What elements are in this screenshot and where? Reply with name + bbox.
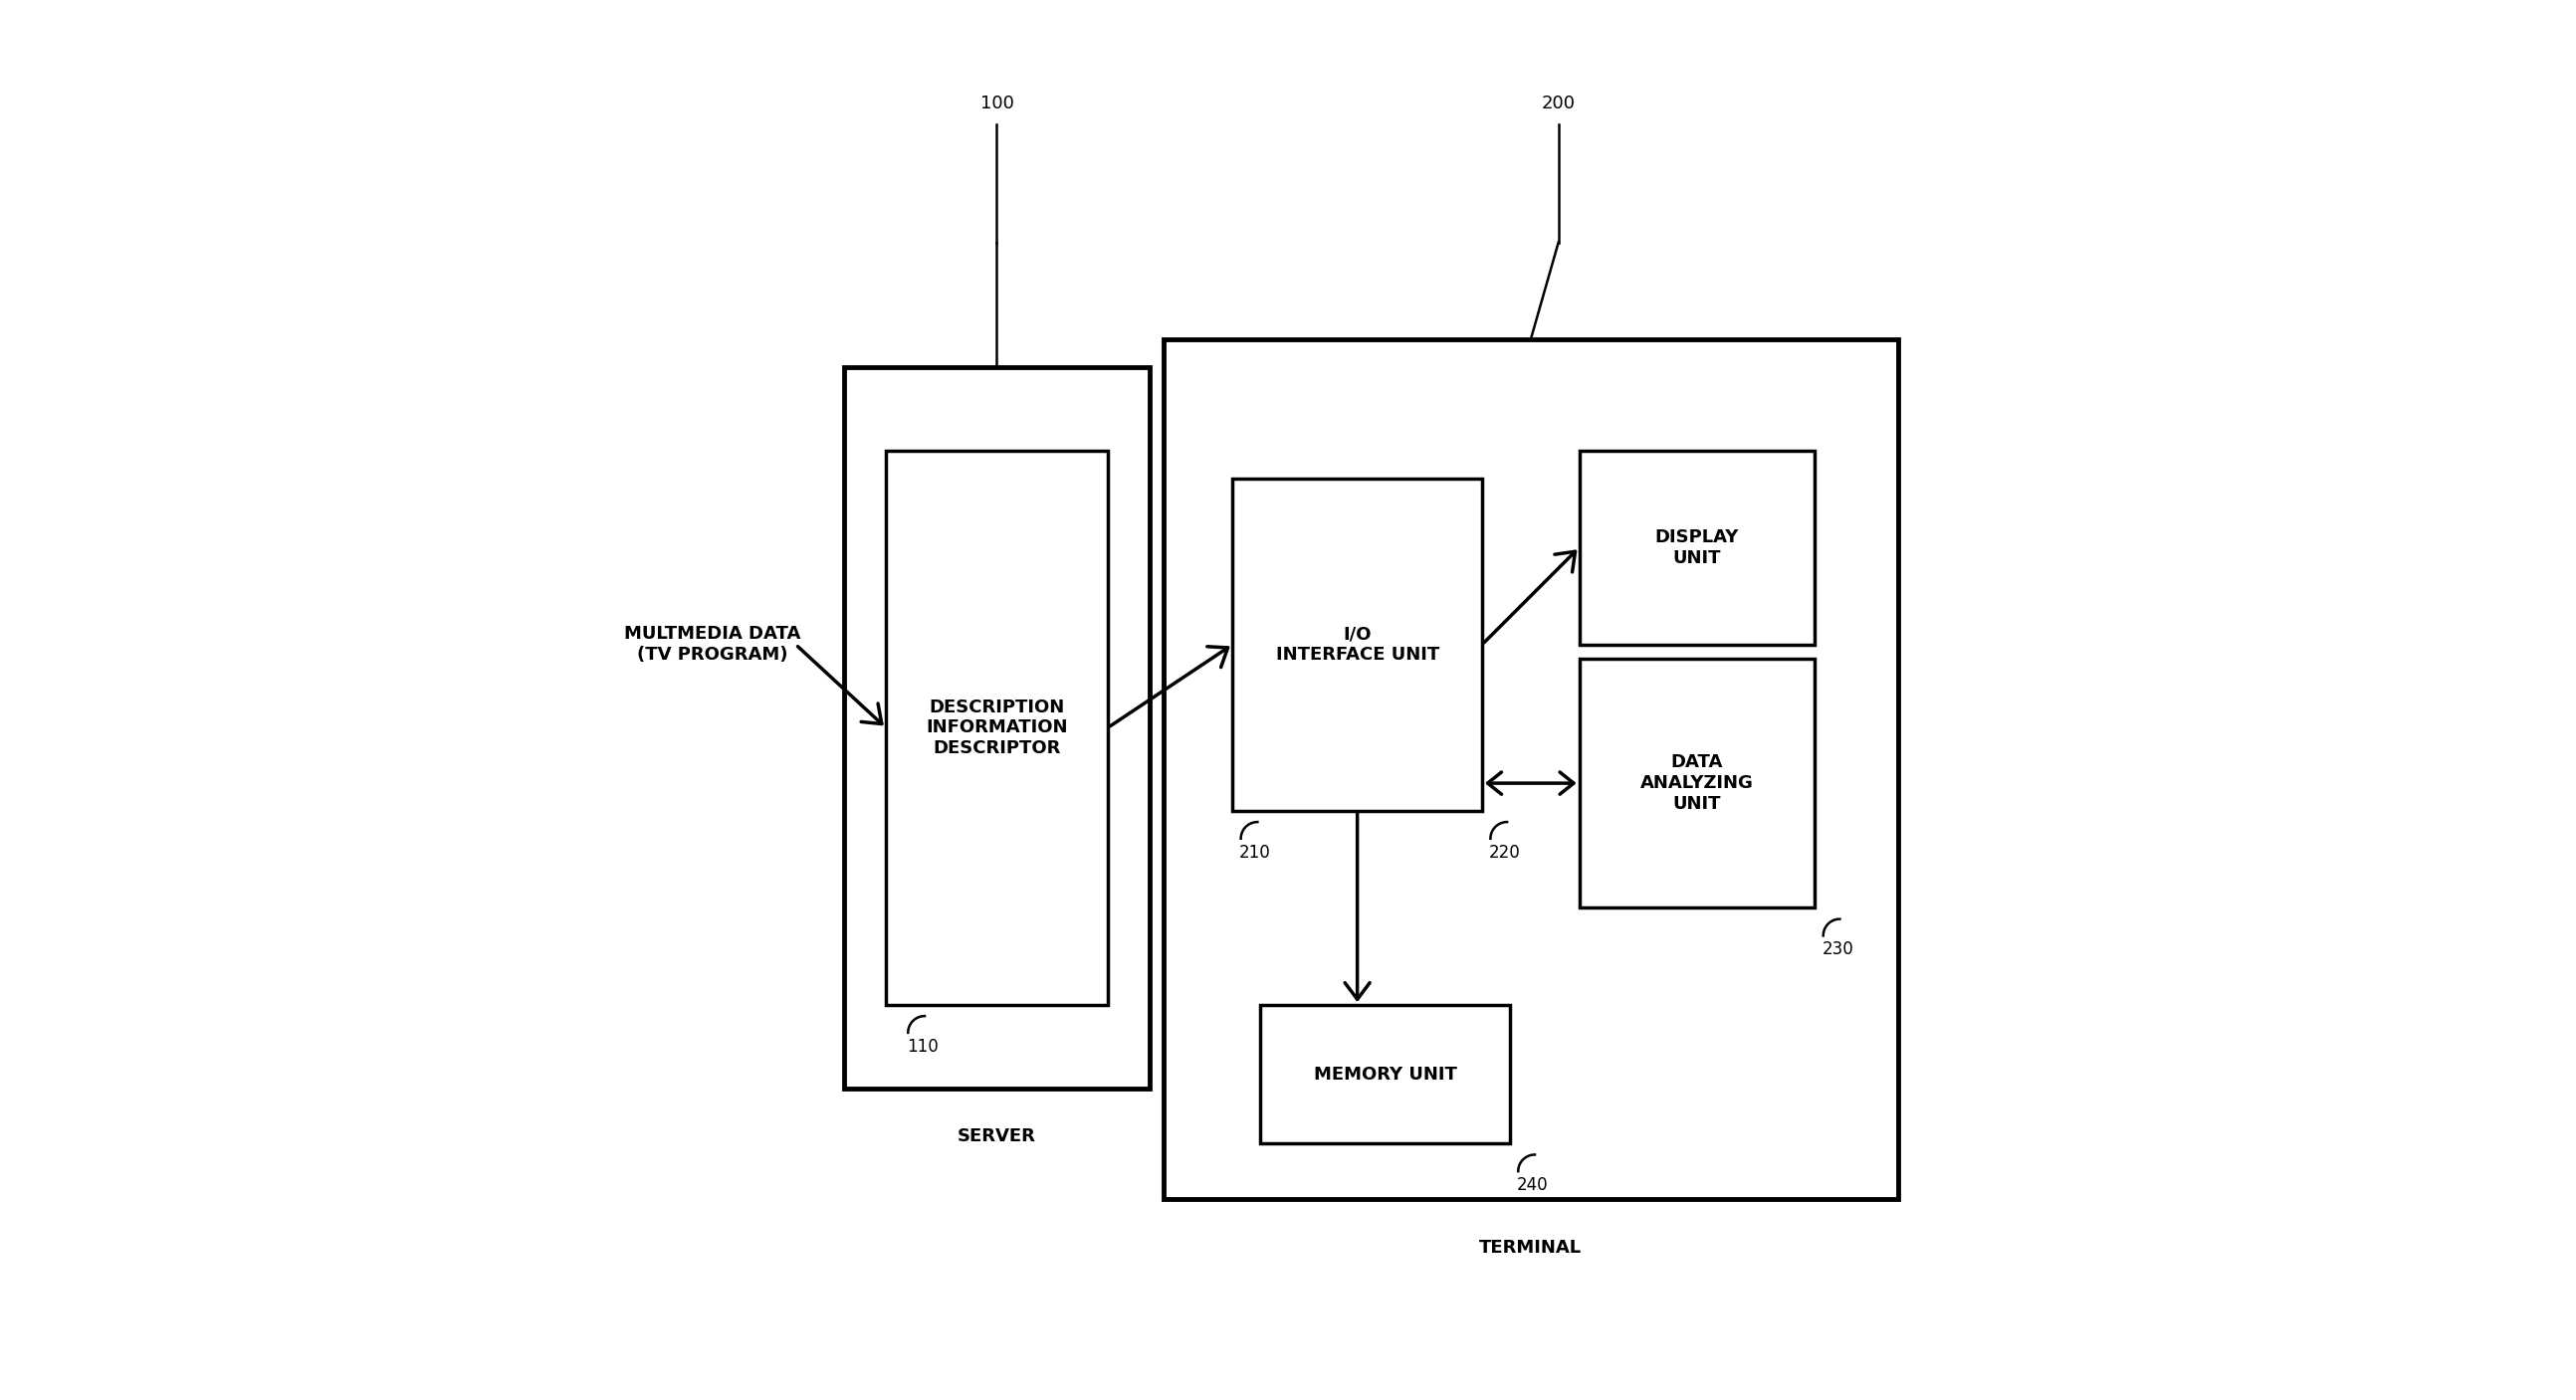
Text: DATA
ANALYZING
UNIT: DATA ANALYZING UNIT <box>1641 753 1754 813</box>
Text: 110: 110 <box>907 1037 938 1056</box>
Text: MEMORY UNIT: MEMORY UNIT <box>1314 1065 1455 1084</box>
Text: 200: 200 <box>1540 95 1577 113</box>
Text: DISPLAY
UNIT: DISPLAY UNIT <box>1654 528 1739 567</box>
Text: SERVER: SERVER <box>958 1127 1036 1145</box>
Bar <box>1164 340 1899 1198</box>
Text: TERMINAL: TERMINAL <box>1479 1239 1582 1256</box>
Bar <box>1579 658 1816 909</box>
Text: 220: 220 <box>1489 844 1520 861</box>
Text: 230: 230 <box>1821 941 1855 959</box>
Text: MULTMEDIA DATA
(TV PROGRAM): MULTMEDIA DATA (TV PROGRAM) <box>623 626 801 664</box>
Text: DESCRIPTION
INFORMATION
DESCRIPTOR: DESCRIPTION INFORMATION DESCRIPTOR <box>925 699 1066 757</box>
Text: 100: 100 <box>979 95 1015 113</box>
Bar <box>1260 1005 1510 1144</box>
Bar <box>1579 451 1816 644</box>
Bar <box>1231 479 1481 811</box>
Text: 210: 210 <box>1239 844 1270 861</box>
Text: I/O
INTERFACE UNIT: I/O INTERFACE UNIT <box>1275 626 1440 664</box>
Bar <box>886 451 1108 1005</box>
Text: 240: 240 <box>1517 1176 1548 1194</box>
Bar <box>845 367 1149 1088</box>
